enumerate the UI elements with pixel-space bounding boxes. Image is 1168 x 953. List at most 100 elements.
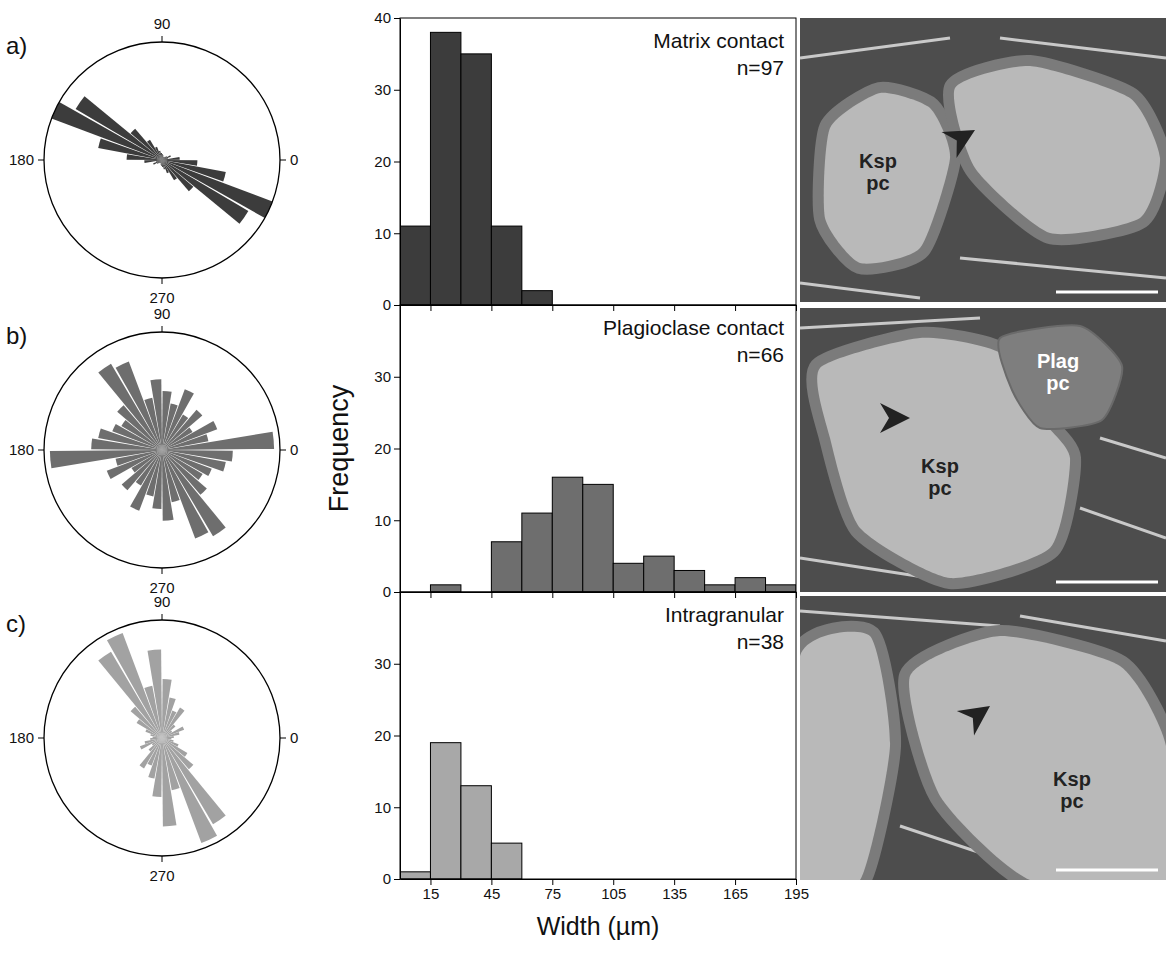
petal <box>162 450 226 536</box>
panel-title: Plagioclase contact <box>603 316 784 339</box>
petals <box>50 362 274 539</box>
tick: 30 <box>374 368 400 385</box>
petal <box>162 391 172 450</box>
foliation <box>1100 438 1166 458</box>
tick <box>552 305 553 311</box>
axis <box>401 592 797 598</box>
petal <box>153 160 162 165</box>
angle-tick <box>280 160 286 161</box>
micrograph: Ksppc <box>800 18 1166 302</box>
angle-tick <box>162 614 163 620</box>
foliation <box>800 38 950 58</box>
tick-mark <box>430 305 431 311</box>
petal <box>162 160 197 166</box>
petal <box>162 160 272 218</box>
petal <box>162 389 194 450</box>
tick: 20 <box>374 153 400 170</box>
micrograph: Ksppc <box>795 596 1168 894</box>
petals <box>98 633 225 843</box>
plag-grain <box>998 325 1122 428</box>
axis <box>401 305 797 311</box>
tick-label: 20 <box>374 440 391 457</box>
tick-mark <box>394 162 400 163</box>
bars <box>400 32 552 305</box>
petal <box>98 138 162 160</box>
angle-label: 180 <box>9 729 34 746</box>
tick: 30 <box>374 81 400 98</box>
tick: 45 <box>484 879 501 902</box>
axis: 0 10 20 30 <box>374 306 400 601</box>
axis-line <box>400 593 401 880</box>
tick-mark <box>735 305 736 311</box>
tick: 0 <box>383 583 400 600</box>
bar <box>766 585 796 592</box>
sample-size: n=66 <box>737 343 784 366</box>
petal <box>152 738 162 797</box>
angle-label: 270 <box>149 867 174 884</box>
tick-label: 10 <box>374 799 391 816</box>
petal <box>98 364 162 450</box>
tick <box>735 305 736 311</box>
tick-mark <box>394 520 400 521</box>
panel-letter: c) <box>6 610 26 637</box>
histogram: 1545751051351651950102030Intragranularn=… <box>374 592 809 940</box>
bar <box>552 477 582 592</box>
bar <box>644 556 674 592</box>
bar <box>430 743 460 879</box>
petal <box>153 736 162 738</box>
tick-mark <box>394 592 400 593</box>
micrograph-ground <box>800 308 1166 592</box>
rose-frame <box>44 620 280 856</box>
micrograph: PlagpcKsppc <box>800 308 1166 592</box>
petal <box>91 438 162 450</box>
tick-label: 10 <box>374 225 391 242</box>
axis-line <box>401 879 797 880</box>
mineral-label: Plagpc <box>1037 350 1079 394</box>
bars <box>430 477 796 592</box>
panel-title: Intragranular <box>665 603 784 626</box>
grain-rim <box>954 66 1160 234</box>
panel-letter: a) <box>6 32 27 59</box>
angle-label: 0 <box>290 441 298 458</box>
bar <box>491 843 521 879</box>
grain-rim <box>909 636 1166 880</box>
tick: 10 <box>374 512 400 529</box>
tick-label: 20 <box>374 727 391 744</box>
petal <box>107 633 162 738</box>
tick: 20 <box>374 727 400 744</box>
tick-mark <box>552 305 553 311</box>
angle-label: 0 <box>290 729 298 746</box>
angle-tick <box>280 738 286 739</box>
tick: 135 <box>662 879 687 902</box>
figure: 090180270a)010203040Matrix contactn=9709… <box>0 0 1168 953</box>
tick-mark <box>394 736 400 737</box>
plot-frame <box>400 18 796 305</box>
angle-label: 90 <box>154 305 171 322</box>
petal <box>152 450 162 509</box>
petal <box>162 156 167 160</box>
angle-tick <box>280 450 286 451</box>
scale-bar <box>1056 581 1158 584</box>
angle-label: 90 <box>154 15 171 32</box>
tick-mark <box>491 592 492 598</box>
bar <box>430 32 460 305</box>
petal <box>98 652 162 738</box>
sample-size: n=38 <box>737 630 784 653</box>
petal <box>157 160 162 164</box>
tick: 75 <box>544 879 561 902</box>
mineral-label: Ksppc <box>859 150 897 194</box>
plot-frame <box>400 592 796 879</box>
tick-mark <box>674 592 675 598</box>
tick-label: 45 <box>484 885 501 902</box>
grain-rim <box>824 93 950 264</box>
ksp-grain <box>824 93 950 264</box>
micrograph-ground <box>800 18 1166 302</box>
bar <box>522 513 552 592</box>
tick: 40 <box>374 9 400 26</box>
tick-mark <box>394 233 400 234</box>
tick-mark <box>430 592 431 598</box>
tick: 195 <box>784 879 809 902</box>
ksp-grain <box>909 636 1166 880</box>
tick <box>613 305 614 311</box>
histogram: 0102030Plagioclase contactn=66Frequency <box>324 305 797 600</box>
